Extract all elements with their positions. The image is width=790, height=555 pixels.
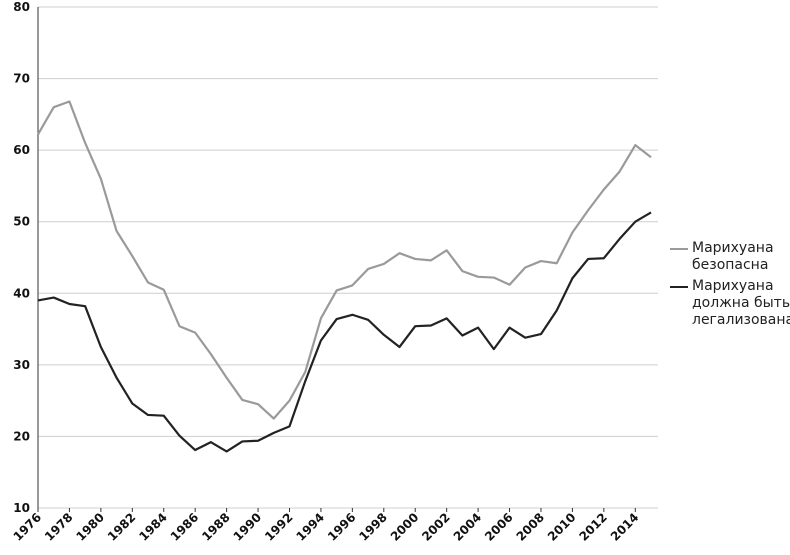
x-tick-label: 1982 (105, 510, 139, 544)
x-tick-label: 2010 (545, 510, 579, 544)
x-tick-label: 2006 (482, 510, 516, 544)
x-tick-label: 1980 (73, 510, 107, 544)
series-line (37, 100, 652, 420)
x-tick-label: 2000 (388, 510, 422, 544)
legend-swatch (670, 248, 688, 250)
x-tick-label: 1986 (168, 510, 202, 544)
y-tick-label: 80 (13, 0, 30, 14)
x-tick-label: 2012 (576, 510, 610, 544)
y-tick-label: 60 (13, 143, 30, 157)
legend-label: Марихуана должна быть легализована (692, 278, 790, 328)
x-tick-label: 1998 (356, 510, 390, 544)
y-tick-label: 70 (13, 72, 30, 86)
x-tick-label: 1984 (136, 510, 170, 544)
legend-label: Марихуана безопасна (692, 240, 774, 273)
legend-item: Марихуана безопасна (670, 240, 790, 274)
x-tick-label: 1992 (262, 510, 296, 544)
y-tick-label: 30 (13, 358, 30, 372)
y-tick-label: 20 (13, 429, 30, 443)
x-tick-label: 2008 (514, 510, 548, 544)
y-tick-label: 10 (13, 501, 30, 515)
y-tick-label: 40 (13, 286, 30, 300)
x-tick-label: 2002 (419, 510, 453, 544)
x-tick-label: 1994 (294, 510, 328, 544)
legend: Марихуана безопасна Марихуана должна быть… (670, 240, 790, 333)
x-tick-label: 1988 (199, 510, 233, 544)
x-tick-label: 2004 (451, 510, 485, 544)
series-line (37, 211, 652, 453)
y-tick-label: 50 (13, 215, 30, 229)
x-tick-label: 1996 (325, 510, 359, 544)
legend-item: Марихуана должна быть легализована (670, 278, 790, 329)
x-tick-label: 1978 (42, 510, 76, 544)
x-tick-label: 2014 (608, 510, 642, 544)
legend-swatch (670, 286, 688, 288)
x-tick-label: 1990 (231, 510, 265, 544)
x-tick-label: 1976 (11, 510, 45, 544)
